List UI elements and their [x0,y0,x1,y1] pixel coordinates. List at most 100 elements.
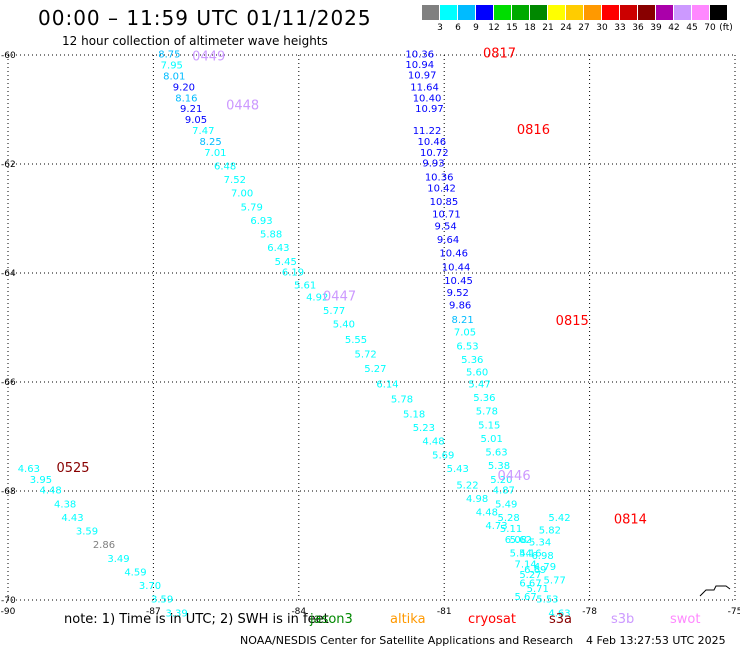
footer-credit: NOAA/NESDIS Center for Satellite Applica… [240,634,574,647]
wave-height-value: 9.64 [437,235,459,246]
wave-height-value: 10.72 [420,148,449,159]
colorbar-label: 45 [686,23,698,33]
wave-height-value: 7.52 [224,175,246,186]
y-tick-label: -70 [1,596,16,606]
pass-label: 0814 [614,513,647,528]
wave-height-value: 5.18 [403,409,425,420]
wave-height-value: 6.08 [505,535,527,546]
wave-height-value: 9.54 [435,221,457,232]
wave-height-value: 7.05 [454,328,476,339]
wave-height-value: 4.43 [61,513,83,524]
wave-height-value: 6.14 [376,379,398,390]
wave-height-value: 10.97 [415,104,444,115]
wave-height-value: 6.98 [531,551,553,562]
colorbar-swatch [656,5,673,20]
colorbar-swatch [602,5,619,20]
colorbar-label: 70 [704,23,716,33]
colorbar-swatch [674,5,691,20]
wave-height-value: 8.01 [163,72,185,83]
colorbar-swatch [476,5,493,20]
wave-height-value: 4.63 [548,608,570,619]
pass-label: 0446 [498,469,531,484]
wave-height-value: 8.25 [199,137,221,148]
wave-height-value: 9.86 [449,300,471,311]
wave-height-value: 5.43 [447,464,469,475]
colorbar-unit: (ft) [719,23,733,33]
legend-cryosat: cryosat [468,612,516,627]
colorbar-label: 12 [488,23,500,33]
wave-height-value: 5.42 [548,513,570,524]
wave-height-value: 5.28 [498,513,520,524]
wave-height-value: 5.27 [364,364,386,375]
wave-height-value: 5.78 [391,395,413,406]
colorbar-label: 30 [596,23,608,33]
wave-height-value: 9.21 [180,104,202,115]
wave-height-value: 3.59 [76,527,98,538]
wave-height-value: 4.38 [54,499,76,510]
wave-height-value: 5.34 [529,538,551,549]
wave-height-value: 7.01 [204,148,226,159]
wave-height-value: 10.85 [430,197,459,208]
pass-label: 0525 [56,461,89,476]
x-tick-label: -78 [582,607,597,617]
wave-height-value: 9.52 [447,288,469,299]
wave-height-value: 6.53 [456,341,478,352]
wave-height-value: 5.23 [413,423,435,434]
wave-height-value: 3.70 [139,581,161,592]
colorbar-label: 18 [524,23,536,33]
wave-height-value: 7.95 [161,61,183,72]
wave-height-value: 10.94 [405,60,434,71]
colorbar-swatch [638,5,655,20]
wave-height-value: 5.45 [275,257,297,268]
colorbar-label: 42 [668,23,680,33]
wave-height-value: 5.54 [510,548,532,559]
wave-height-value: 2.86 [93,540,115,551]
wave-height-value: 8.75 [158,50,180,61]
wave-height-value: 5.36 [461,355,483,366]
wave-height-value: 6.93 [250,216,272,227]
wave-height-value: 5.71 [527,584,549,595]
wave-height-value: 5.62 [510,535,532,546]
wave-height-value: 10.71 [432,209,461,220]
colorbar-swatch [692,5,709,20]
wave-height-value: 4.48 [476,508,498,519]
page-title: 00:00 – 11:59 UTC 01/11/2025 [38,6,372,30]
colorbar-swatch [422,5,439,20]
x-tick-label: -90 [1,607,16,617]
y-tick-label: -68 [1,487,16,497]
colorbar-label: 15 [506,23,518,33]
y-tick-label: -62 [1,160,16,170]
wave-height-value: 10.97 [408,70,437,81]
colorbar-swatch [548,5,565,20]
wave-height-value: 10.36 [405,50,434,61]
pass-label: 0816 [517,123,550,138]
wave-height-value: 4.16 [519,548,541,559]
wave-height-value: 6.69 [524,565,546,576]
wave-height-value: 9.93 [422,159,444,170]
wave-height-value: 5.47 [468,379,490,390]
wave-height-value: 8.21 [451,315,473,326]
pass-label: 0815 [556,314,589,329]
colorbar-label: 39 [650,23,662,33]
wave-height-value: 3.59 [151,595,173,606]
wave-height-value: 5.82 [539,526,561,537]
wave-height-value: 9.05 [185,115,207,126]
colorbar-label: 27 [578,23,590,33]
wave-height-value: 5.69 [432,450,454,461]
wave-height-value: 4.63 [18,464,40,475]
colorbar-swatch [512,5,529,20]
y-tick-label: -66 [1,378,16,388]
colorbar-label: 21 [542,23,554,33]
wave-height-value: 6.48 [214,161,236,172]
footer-timestamp: 4 Feb 13:27:53 UTC 2025 [586,634,726,647]
wave-height-value: 5.72 [355,349,377,360]
pass-label: 0447 [323,289,356,304]
colorbar-swatch [494,5,511,20]
wave-height-value: 4.92 [306,292,328,303]
wave-height-value: 10.46 [418,137,447,148]
wave-height-value: 5.53 [536,595,558,606]
wave-height-value: 11.22 [413,126,442,137]
wave-height-value: 3.49 [107,554,129,565]
wave-height-value: 5.88 [260,230,282,241]
wave-height-value: 7.14 [514,559,536,570]
